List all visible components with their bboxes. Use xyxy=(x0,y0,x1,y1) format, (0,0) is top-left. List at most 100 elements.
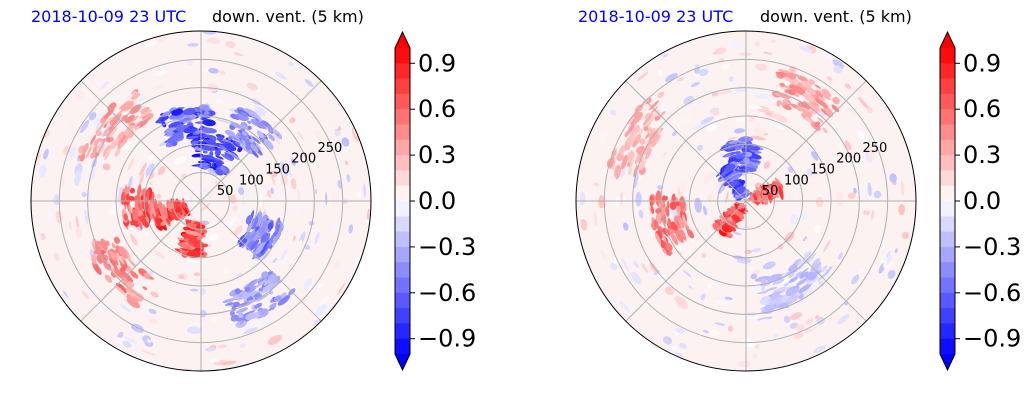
speckle-cell xyxy=(43,148,49,160)
feature-cell xyxy=(666,201,670,209)
feature-cell xyxy=(206,141,220,146)
feature-cell xyxy=(154,217,162,227)
feature-cell xyxy=(255,241,266,255)
feature-cell xyxy=(202,119,216,127)
speckle-cell xyxy=(155,63,171,69)
speckle-cell xyxy=(873,190,882,199)
grid-spoke xyxy=(745,80,867,202)
speckle-cell xyxy=(239,343,246,348)
feature-cell xyxy=(809,103,820,112)
speckle-cell xyxy=(622,222,629,231)
speckle-cell xyxy=(902,231,910,240)
feature-cell xyxy=(272,283,277,288)
feature-cell xyxy=(679,229,687,241)
speckle-cell xyxy=(600,249,607,262)
feature-cell xyxy=(626,132,635,146)
speckle-cell xyxy=(619,165,626,178)
colorbar-segment xyxy=(395,201,410,217)
feature-cell xyxy=(256,293,270,302)
feature-cell xyxy=(240,111,248,117)
feature-cell xyxy=(228,134,239,141)
speckle-cell xyxy=(346,216,351,226)
speckle-cell xyxy=(40,232,46,241)
feature-cell xyxy=(721,224,732,233)
feature-cell xyxy=(801,108,813,117)
speckle-cell xyxy=(831,56,836,60)
feature-cell xyxy=(678,216,685,229)
feature-cell xyxy=(121,191,126,205)
speckle-cell xyxy=(777,125,785,130)
colorbar-segment xyxy=(940,185,955,202)
colorbar-segment xyxy=(395,246,410,263)
colorbar-tick-label: 0.0 xyxy=(418,187,456,215)
feature-cell xyxy=(261,271,269,279)
feature-cell xyxy=(629,156,635,171)
feature-cell xyxy=(222,138,235,145)
speckle-cell xyxy=(337,179,342,189)
speckle-cell xyxy=(217,344,227,349)
speckle-cell xyxy=(308,221,315,226)
feature-cell xyxy=(182,120,192,124)
speckle-cell xyxy=(620,192,623,206)
speckle-cell xyxy=(754,93,770,99)
feature-cell xyxy=(773,92,781,97)
colorbar-segment xyxy=(940,109,955,125)
feature-cell xyxy=(779,102,786,106)
colorbar-segment xyxy=(395,109,410,125)
feature-cell xyxy=(126,284,137,294)
feature-cell xyxy=(665,206,670,217)
feature-cell xyxy=(200,117,208,121)
speckle-cell xyxy=(711,92,719,97)
colorbar-segment xyxy=(395,63,410,80)
feature-cell xyxy=(650,206,655,215)
speckle-cell xyxy=(793,188,798,203)
feature-cell xyxy=(760,278,767,284)
feature-cell xyxy=(182,108,196,116)
colorbar-segment xyxy=(940,170,955,187)
speckle-cell xyxy=(677,77,685,82)
speckle-cell xyxy=(662,336,673,345)
speckle-cell xyxy=(126,95,131,100)
speckle-cell xyxy=(53,194,60,206)
speckle-cell xyxy=(674,295,687,306)
feature-cell xyxy=(104,274,113,283)
speckle-cell xyxy=(332,124,339,130)
feature-cell xyxy=(138,117,151,127)
colorbar: 0.9 0.6 0.3 0.0 −0.3 −0.6 −0.9 xyxy=(394,30,476,372)
feature-cell xyxy=(816,89,826,96)
speckle-cell xyxy=(243,327,258,335)
feature-cell xyxy=(783,282,790,287)
speckle-cell xyxy=(263,173,269,184)
speckle-cell xyxy=(313,128,323,142)
speckle-cell xyxy=(346,173,351,183)
speckle-cell xyxy=(354,257,362,269)
feature-cell xyxy=(201,154,215,160)
speckle-cell xyxy=(773,107,781,115)
speckle-cell xyxy=(260,192,263,209)
feature-cell xyxy=(112,137,120,147)
feature-cell xyxy=(186,222,199,230)
speckle-cell xyxy=(153,249,165,259)
speckle-cell xyxy=(821,51,835,60)
feature-cell xyxy=(165,218,171,225)
speckle-cell xyxy=(671,345,678,351)
feature-cell xyxy=(664,236,669,243)
speckle-cell xyxy=(38,164,47,177)
feature-cell xyxy=(785,287,799,297)
speckle-cell xyxy=(149,172,155,180)
speckle-cell xyxy=(672,352,684,360)
feature-cell xyxy=(214,149,221,157)
speckle-cell xyxy=(232,204,239,212)
feature-cell xyxy=(174,130,185,135)
speckle-cell xyxy=(275,71,287,80)
speckle-cell xyxy=(804,318,814,325)
speckle-cell xyxy=(137,95,146,102)
speckle-cell xyxy=(130,251,137,257)
speckle-cell xyxy=(88,112,97,121)
speckle-cell xyxy=(343,199,348,204)
feature-cell xyxy=(627,167,633,175)
speckle-cell xyxy=(754,127,767,136)
feature-cell xyxy=(175,207,182,213)
feature-cell xyxy=(669,201,677,210)
title-date: 2018-10-09 23 UTC xyxy=(31,7,187,26)
